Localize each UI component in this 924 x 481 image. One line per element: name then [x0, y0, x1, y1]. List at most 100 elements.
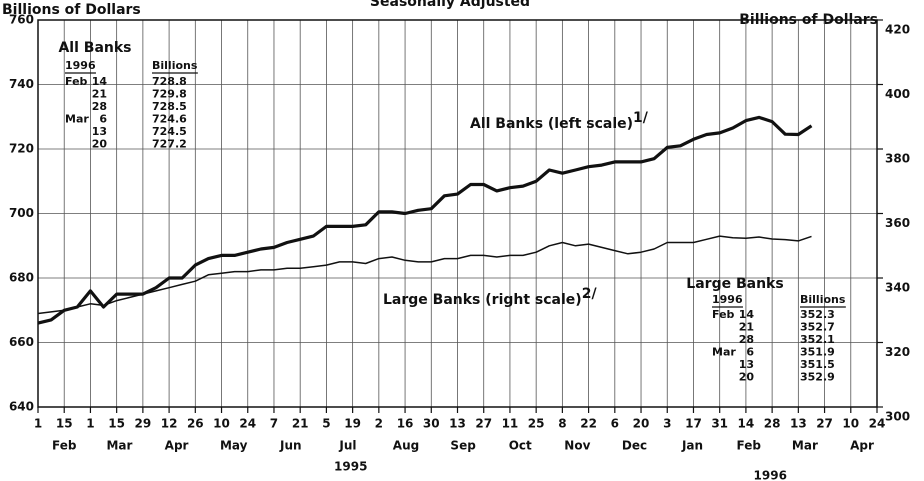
table-title: All Banks	[58, 40, 131, 56]
x-tick-label: 1	[86, 417, 94, 431]
table-header: 1996	[65, 59, 96, 72]
table-day: 13	[739, 358, 754, 371]
table-day: 28	[92, 100, 107, 113]
year-label: 1995	[334, 460, 367, 474]
x-tick-label: 22	[580, 417, 597, 431]
month-label: Jun	[279, 439, 302, 453]
table-value: 728.5	[152, 100, 187, 113]
x-tick-label: 13	[790, 417, 807, 431]
x-tick-label: 17	[685, 417, 702, 431]
y-tick-label: 700	[9, 206, 34, 220]
x-tick-label: 5	[322, 417, 330, 431]
month-label: Jul	[338, 439, 356, 453]
x-tick-label: 10	[842, 417, 859, 431]
table-header: Billions	[800, 293, 846, 306]
y2-tick-label: 300	[885, 410, 910, 424]
table-day: 14	[92, 75, 108, 88]
table-day: 20	[92, 138, 108, 151]
month-label: Oct	[509, 439, 532, 453]
x-tick-label: 16	[397, 417, 414, 431]
series-line	[37, 235, 812, 315]
x-tick-label: 10	[213, 417, 230, 431]
y2-tick-label: 420	[885, 23, 910, 37]
footnote: 1/	[633, 110, 649, 126]
y-tick-label: 720	[9, 142, 34, 156]
month-label: Apr	[850, 439, 874, 453]
month-label: Feb	[736, 439, 761, 453]
series-line	[37, 115, 813, 325]
table-value: 351.9	[800, 346, 835, 359]
table-month: Mar	[65, 113, 89, 126]
series-name: All Banks (left scale)	[470, 116, 633, 132]
x-tick-label: 19	[344, 417, 361, 431]
table-day: 21	[92, 88, 107, 101]
y2-tick-label: 320	[885, 345, 910, 359]
table-day: 6	[99, 113, 107, 126]
month-label: Mar	[106, 439, 132, 453]
x-tick-label: 31	[711, 417, 728, 431]
year-label: 1996	[754, 469, 787, 481]
x-tick-label: 24	[239, 417, 256, 431]
table-day: 13	[92, 125, 107, 138]
month-label: Aug	[393, 439, 419, 453]
footnote: 2/	[582, 286, 598, 302]
month-label: Sep	[450, 439, 476, 453]
series-name: Large Banks (right scale)	[383, 292, 582, 308]
x-tick-label: 7	[270, 417, 278, 431]
table-title: Large Banks	[686, 276, 783, 292]
y-axis-label: Billions of Dollars	[2, 2, 141, 18]
y2-tick-label: 380	[885, 152, 910, 166]
x-tick-label: 21	[292, 417, 309, 431]
x-tick-label: 2	[375, 417, 383, 431]
month-label: Jan	[681, 439, 703, 453]
y-tick-label: 680	[9, 271, 34, 285]
table-day: 14	[739, 308, 755, 321]
x-tick-label: 26	[187, 417, 204, 431]
table-day: 20	[739, 371, 755, 384]
table-value: 727.2	[152, 138, 187, 151]
table-value: 729.8	[152, 88, 187, 101]
month-label: Feb	[52, 439, 77, 453]
plot-frame	[37, 19, 878, 408]
chart-subtitle: Seasonally Adjusted	[370, 0, 530, 10]
x-tick-label: 8	[558, 417, 566, 431]
x-tick-label: 25	[528, 417, 545, 431]
y-tick-label: 760	[9, 13, 34, 27]
x-tick-label: 12	[161, 417, 178, 431]
table-month: Mar	[712, 346, 736, 359]
y2-tick-label: 400	[885, 87, 910, 101]
month-label: May	[220, 439, 248, 453]
x-tick-label: 3	[663, 417, 671, 431]
x-tick-label: 1	[34, 417, 42, 431]
table-value: 352.9	[800, 371, 835, 384]
x-tick-label: 11	[502, 417, 519, 431]
x-tick-label: 28	[764, 417, 781, 431]
table-month: Feb	[712, 308, 735, 321]
table-month: Feb	[65, 75, 88, 88]
table-day: 6	[746, 346, 754, 359]
y2-tick-label: 360	[885, 216, 910, 230]
x-tick-label: 29	[135, 417, 152, 431]
table-day: 28	[739, 333, 754, 346]
x-tick-label: 15	[56, 417, 73, 431]
y-tick-label: 660	[9, 335, 34, 349]
x-tick-label: 20	[633, 417, 650, 431]
table-day: 21	[739, 321, 754, 334]
table-value: 352.1	[800, 333, 835, 346]
table-value: 724.6	[152, 113, 187, 126]
series-label: Large Banks (right scale)2/	[383, 286, 597, 308]
y-tick-label: 740	[9, 77, 34, 91]
month-label: Dec	[622, 439, 647, 453]
month-label: Mar	[792, 439, 818, 453]
annotations: All Banks (left scale)1/ Large Banks (ri…	[383, 110, 649, 308]
x-tick-label: 27	[816, 417, 833, 431]
x-tick-label: 24	[869, 417, 886, 431]
x-tick-label: 27	[475, 417, 492, 431]
x-tick-label: 30	[423, 417, 440, 431]
table-header: Billions	[152, 59, 198, 72]
x-tick-label: 14	[738, 417, 755, 431]
table-value: 352.3	[800, 308, 835, 321]
x-tick-label: 6	[611, 417, 619, 431]
